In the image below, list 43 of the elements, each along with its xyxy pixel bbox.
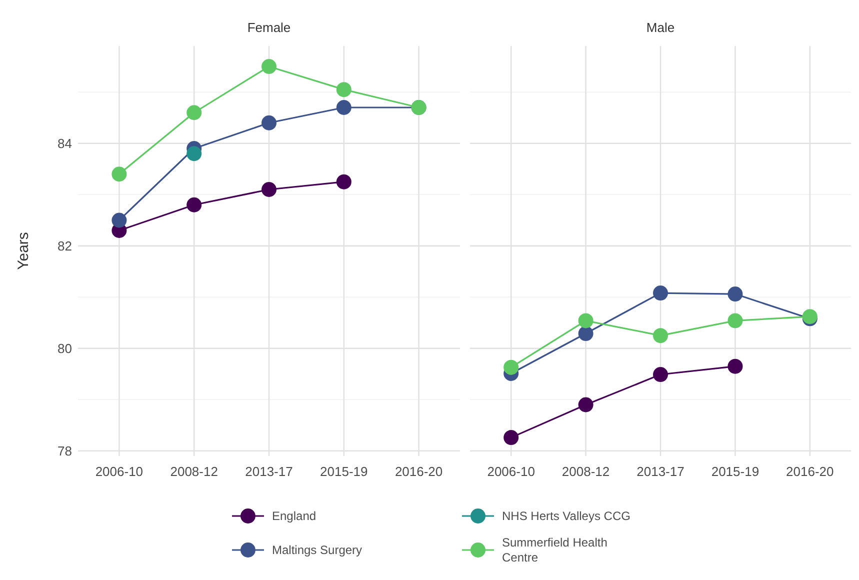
x-tick-label: 2015-19 [711, 464, 760, 479]
x-tick-label: 2006-10 [487, 464, 535, 479]
x-tick-label: 2015-19 [320, 464, 368, 479]
chart-title: Female [247, 20, 291, 35]
x-tick-label: 2008-12 [562, 464, 610, 479]
point [728, 286, 743, 302]
point [578, 313, 594, 328]
x-tick-label: 2013-17 [245, 464, 293, 479]
point [112, 166, 127, 182]
point [653, 328, 668, 344]
point [728, 313, 743, 328]
legend-label: England [272, 509, 316, 524]
point [186, 146, 202, 162]
x-tick-label: 2008-12 [170, 464, 218, 479]
point [336, 82, 352, 98]
legend-label: Summerfield Health Centre [502, 536, 608, 565]
chart-title: Male [646, 20, 675, 35]
point [262, 115, 276, 130]
point [653, 286, 668, 301]
point [653, 367, 668, 382]
point [112, 212, 127, 228]
x-tick-label: 2013-17 [636, 464, 684, 479]
point [186, 105, 202, 120]
point [262, 182, 276, 197]
point [504, 430, 519, 446]
point [504, 360, 519, 375]
y-tick-label: 80 [58, 340, 72, 356]
y-tick-label: 84 [58, 136, 72, 151]
legend-label: Maltings Surgery [272, 543, 362, 558]
point [728, 358, 743, 374]
point [186, 197, 202, 212]
point [578, 326, 594, 342]
point [262, 59, 276, 74]
point [578, 397, 594, 412]
x-tick-label: 2016-20 [786, 464, 834, 479]
y-tick-label: 78 [58, 443, 72, 458]
y-tick-label: 82 [58, 238, 72, 254]
y-axis-title: Years [15, 232, 32, 270]
point [336, 174, 352, 190]
x-tick-label: 2006-10 [95, 464, 144, 479]
point [336, 100, 352, 115]
legend-label: NHS Herts Valleys CCG [502, 509, 630, 524]
x-tick-label: 2016-20 [394, 464, 443, 479]
